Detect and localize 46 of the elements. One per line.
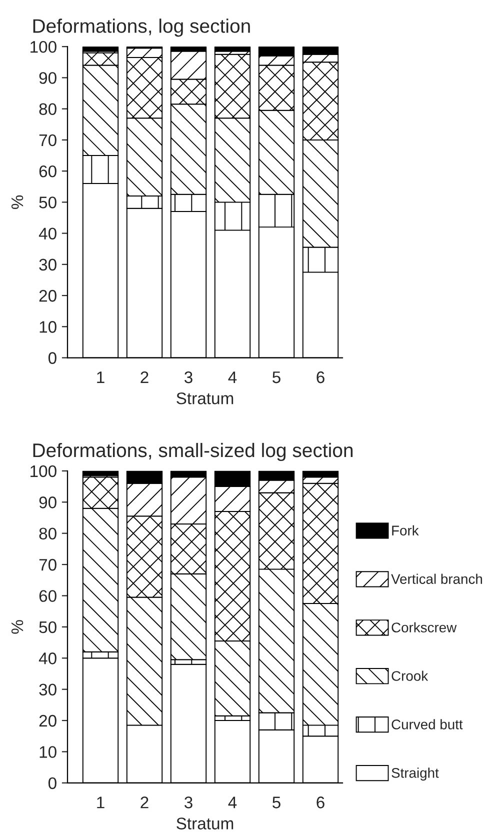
x-tick-label: 3 <box>184 796 192 808</box>
y-tick-label: 50 <box>39 621 56 634</box>
x-tick-label: 3 <box>184 371 192 384</box>
y-tick-label: 80 <box>39 528 56 540</box>
x-tick-label: 5 <box>272 372 280 384</box>
x-axis-title: Stratum <box>176 392 234 404</box>
legend-label: Curved butt <box>392 719 463 730</box>
x-tick-label: 1 <box>97 372 104 384</box>
chart-title: Deformations, log section <box>33 18 250 37</box>
legend-label: Straight <box>392 768 439 781</box>
y-tick-label: 10 <box>40 746 56 758</box>
x-tick-label: 4 <box>228 372 237 384</box>
y-tick-label: 40 <box>38 652 56 664</box>
x-tick-label: 2 <box>140 371 148 384</box>
y-tick-label: 90 <box>39 72 56 84</box>
x-tick-label: 4 <box>228 796 237 808</box>
chart-title: Deformations, small-sized log section <box>33 442 353 462</box>
x-tick-label: 6 <box>316 371 324 384</box>
y-tick-label: 30 <box>39 684 56 696</box>
y-tick-label: 100 <box>30 465 56 478</box>
y-tick-label: 20 <box>39 714 56 727</box>
y-tick-label: 60 <box>39 165 56 178</box>
legend-label: Vertical branch <box>391 574 482 584</box>
x-tick-label: 6 <box>316 796 324 808</box>
y-axis-title: % <box>11 620 24 634</box>
y-tick-label: 0 <box>48 777 56 790</box>
y-tick-label: 80 <box>39 103 56 116</box>
x-tick-label: 1 <box>97 796 104 808</box>
x-tick-label: 5 <box>272 796 280 808</box>
y-tick-label: 10 <box>40 321 56 333</box>
legend-label: Corkscrew <box>392 622 457 632</box>
y-tick-label: 50 <box>39 196 56 208</box>
x-axis-title: Stratum <box>176 818 234 830</box>
y-tick-label: 90 <box>39 496 56 508</box>
y-tick-label: 0 <box>48 352 56 364</box>
y-axis-title: % <box>11 195 24 209</box>
y-tick-label: 30 <box>39 258 56 271</box>
legend-label: Crook <box>392 670 428 681</box>
y-tick-label: 60 <box>39 590 56 602</box>
y-tick-label: 100 <box>30 40 56 53</box>
legend-label: Fork <box>392 525 419 536</box>
y-tick-label: 20 <box>39 290 56 302</box>
y-tick-label: 40 <box>38 228 56 240</box>
y-tick-label: 70 <box>39 134 56 146</box>
x-tick-label: 2 <box>140 796 148 808</box>
y-tick-label: 70 <box>39 558 56 571</box>
